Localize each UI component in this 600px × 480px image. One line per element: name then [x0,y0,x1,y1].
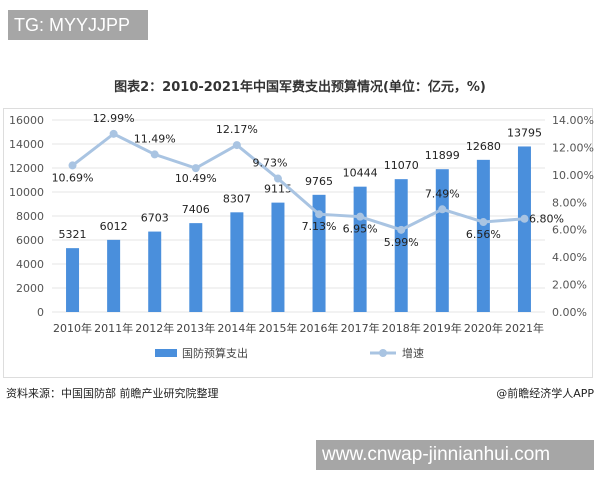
growth-point [438,205,447,214]
x-tick: 2018年 [382,321,421,335]
growth-label: 6.56% [466,228,501,241]
x-tick: 2012年 [135,321,174,335]
growth-point [397,225,406,234]
growth-point [479,218,488,227]
y-right-tick: 2.00% [552,279,587,292]
bar [66,248,80,312]
growth-label: 5.99% [384,236,419,249]
bar [394,179,408,312]
bar [353,186,367,312]
legend-bar-swatch [155,349,177,357]
growth-point [150,150,159,159]
x-tick: 2019年 [423,321,462,335]
chart-title: 图表2：2010-2021年中国军费支出预算情况(单位：亿元，%) [114,80,486,95]
x-tick: 2016年 [300,321,339,335]
growth-label: 11.49% [134,132,176,145]
growth-label: 6.80% [529,213,564,226]
y-left-tick: 16000 [9,114,44,127]
y-right-tick: 10.00% [552,169,594,182]
source-note: 资料来源：中国国防部 前瞻产业研究院整理 [6,387,219,400]
bar [148,231,162,312]
growth-label: 6.95% [343,223,378,236]
y-right-tick: 14.00% [552,114,594,127]
x-tick: 2013年 [176,321,215,335]
y-left-tick: 6000 [16,234,44,247]
growth-label: 7.13% [302,220,337,233]
growth-point [232,141,241,150]
y-left-tick: 12000 [9,162,44,175]
bar [107,239,121,312]
growth-point [520,214,529,223]
growth-point [191,164,200,173]
bar-label: 9115 [264,183,292,196]
chart-frame [3,108,593,378]
growth-label: 7.49% [425,187,460,200]
bar [435,169,449,312]
bar-label: 6012 [100,220,128,233]
y-right-tick: 12.00% [552,141,594,154]
y-left-tick: 4000 [16,258,44,271]
y-right-tick: 6.00% [552,224,587,237]
growth-line [71,132,525,232]
bar [271,202,285,312]
growth-label: 10.49% [175,172,217,185]
y-right-tick: 8.00% [552,196,587,209]
bar-label: 8307 [223,192,251,205]
y-left-tick: 8000 [16,210,44,223]
watermark-top: TG: MYYJJPP [8,10,148,40]
bar [517,146,531,312]
bar [476,159,490,312]
y-left-tick: 10000 [9,186,44,199]
growth-label: 12.99% [93,112,135,125]
x-tick: 2017年 [341,321,380,335]
y-right-tick: 4.00% [552,251,587,264]
bar-label: 7406 [182,203,210,216]
legend-line-marker [379,349,387,357]
bar-label: 11899 [425,149,460,162]
x-tick: 2021年 [505,321,544,335]
x-tick: 2011年 [94,321,133,335]
x-tick: 2010年 [53,321,92,335]
credit: @前瞻经济学人APP [496,387,594,400]
growth-label: 10.69% [52,171,94,184]
x-tick: 2014年 [217,321,256,335]
watermark-bottom: www.cnwap-jinnianhui.com [316,440,594,470]
growth-label: 12.17% [216,123,258,136]
growth-point [109,129,118,138]
bar-label: 11070 [384,159,419,172]
bar-label: 9765 [305,175,333,188]
y-left-tick: 0 [37,306,44,319]
bar-label: 6703 [141,212,169,225]
bar [189,223,203,312]
growth-point [315,210,324,219]
legend-bar-label: 国防预算支出 [182,346,248,360]
growth-point [273,174,282,183]
growth-point [356,212,365,221]
bar-label: 13795 [507,126,542,139]
growth-label: 9.73% [252,157,287,170]
x-tick: 2015年 [258,321,297,335]
y-left-tick: 14000 [9,138,44,151]
bar-label: 10444 [343,167,378,180]
bar [230,212,244,312]
y-right-tick: 0.00% [552,306,587,319]
y-left-tick: 2000 [16,282,44,295]
growth-point [68,161,77,170]
x-tick: 2020年 [464,321,503,335]
bar-label: 12680 [466,140,501,153]
bar-label: 5321 [59,228,87,241]
bar [312,194,326,312]
legend-line-label: 增速 [402,346,424,360]
